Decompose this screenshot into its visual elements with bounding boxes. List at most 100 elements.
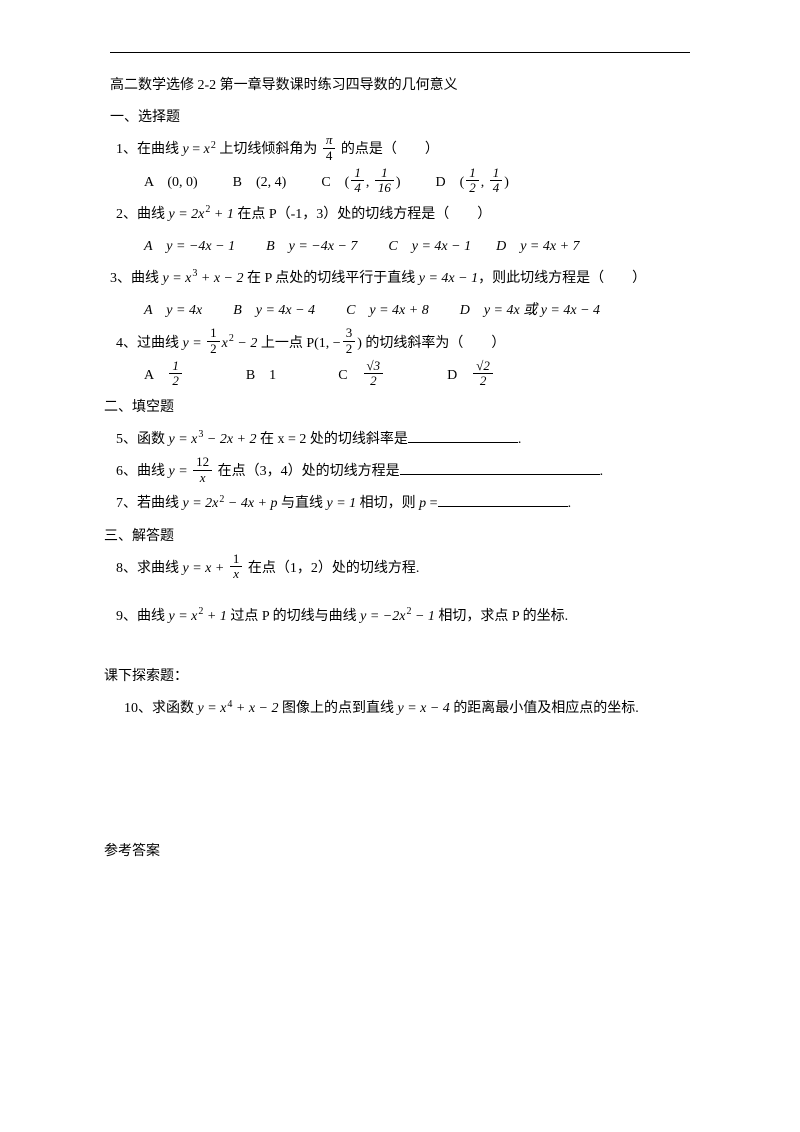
q4-lhs: y = — [183, 336, 206, 351]
q1-frac-num: π — [323, 133, 336, 148]
q9-e2a: y = −2x — [360, 609, 405, 624]
question-5: 5、函数 y = x3 − 2x + 2 在 x = 2 处的切线斜率是. — [116, 424, 690, 456]
q4-opt-b: B 1 — [246, 368, 276, 383]
q4-x: x — [222, 336, 228, 351]
section-3-heading: 三、解答题 — [104, 521, 690, 553]
header-rule — [110, 52, 690, 53]
q7-prefix: 7、若曲线 — [116, 496, 183, 511]
answers-heading: 参考答案 — [104, 836, 690, 868]
q4-c-n: √3 — [364, 359, 384, 374]
q1-c-d2: 16 — [375, 181, 394, 195]
q10-eqn: y = x4 + x − 2 — [198, 701, 279, 716]
q1-opt-b: B (2, 4) — [233, 175, 287, 190]
q1-x: x — [204, 142, 210, 157]
q9-prefix: 9、曲线 — [116, 609, 169, 624]
q2-opt-c: C y = 4x − 1 — [388, 239, 471, 254]
q2-eqn: y = 2x2 + 1 — [169, 207, 234, 222]
q10-prefix: 10、求函数 — [124, 701, 198, 716]
q4-opt-c: C √32 — [338, 368, 385, 383]
q4-c-head: C — [338, 368, 361, 383]
q3-opt-c: C y = 4x + 8 — [346, 303, 429, 318]
q1-c-n2: 1 — [375, 166, 394, 181]
q6-fd: x — [193, 471, 212, 485]
q3-eqn: y = x3 + x − 2 — [163, 271, 244, 286]
q7-mid2: 相切，则 — [356, 496, 419, 511]
blank-line[interactable] — [438, 492, 568, 507]
q10-line: y = x − 4 — [397, 701, 449, 716]
q5-period: . — [518, 432, 522, 447]
q10-eqn-a: y = x — [198, 701, 227, 716]
q7-line: y = 1 — [326, 496, 356, 511]
q3-eqn-b: + x − 2 — [197, 271, 243, 286]
q1-c-d1: 4 — [351, 181, 364, 195]
section-4-heading: 课下探索题： — [104, 661, 690, 693]
q1-c-comma: , — [366, 175, 373, 190]
q1-suffix: 的点是（ ） — [337, 142, 439, 157]
question-8: 8、求曲线 y = x + 1x 在点（1，2）处的切线方程. — [116, 553, 690, 585]
q2-eqn-b: + 1 — [210, 207, 233, 222]
question-4: 4、过曲线 y = 12x2 − 2 上一点 P(1, −32) 的切线斜率为（… — [116, 328, 690, 360]
q4-opt-a: A 12 — [144, 368, 184, 383]
q4-d-d: 2 — [473, 374, 493, 388]
q1-d-head: D ( — [436, 175, 465, 190]
q10-mid1: 图像上的点到直线 — [278, 701, 397, 716]
q6-period: . — [600, 464, 604, 479]
section-2-heading: 二、填空题 — [104, 392, 690, 424]
q4-f1n: 1 — [207, 326, 220, 341]
q6-eqn: y = 12x — [169, 464, 215, 479]
q1-prefix: 1、在曲线 — [116, 142, 183, 157]
spacer — [110, 585, 690, 601]
q1-d-tail: ) — [504, 175, 509, 190]
question-3-options: A y = 4x B y = 4x − 4 C y = 4x + 8 D y =… — [144, 295, 690, 327]
q4-c-d: 2 — [364, 374, 384, 388]
question-10: 10、求函数 y = x4 + x − 2 图像上的点到直线 y = x − 4… — [124, 693, 690, 725]
q4-d-n: √2 — [473, 359, 493, 374]
q1-d-d2: 4 — [490, 181, 503, 195]
question-1-options: A (0, 0) B (2, 4) C (14, 116) D (12, 14) — [144, 167, 690, 199]
q2-prefix: 2、曲线 — [116, 207, 169, 222]
q1-d-n1: 1 — [466, 166, 479, 181]
q4-a-d: 2 — [169, 374, 182, 388]
q9-e1b: + 1 — [203, 609, 226, 624]
section-1-heading: 一、选择题 — [110, 102, 690, 134]
q6-fn: 12 — [193, 455, 212, 470]
question-9: 9、曲线 y = x2 + 1 过点 P 的切线与曲线 y = −2x2 − 1… — [116, 601, 690, 633]
q4-eqn: y = 12x2 − 2 — [183, 336, 258, 351]
q1-mid: 上切线倾斜角为 — [216, 142, 321, 157]
q3-opt-a: A y = 4x — [144, 303, 202, 318]
q5-prefix: 5、函数 — [116, 432, 169, 447]
q7-eqn-a: y = 2x — [183, 496, 219, 511]
q8-prefix: 8、求曲线 — [116, 561, 183, 576]
q1-opt-d: D (12, 14) — [436, 175, 509, 190]
q4-prefix: 4、过曲线 — [116, 336, 183, 351]
q8-fd: x — [230, 567, 243, 581]
q7-eqn: y = 2x2 − 4x + p — [183, 496, 278, 511]
question-3: 3、曲线 y = x3 + x − 2 在 P 点处的切线平行于直线 y = 4… — [110, 263, 690, 295]
q7-eqn-b: − 4x + p — [224, 496, 277, 511]
q3-eqn-a: y = x — [163, 271, 192, 286]
spacer — [110, 633, 690, 661]
q4-r: − 2 — [234, 336, 257, 351]
q6-prefix: 6、曲线 — [116, 464, 169, 479]
q4-f2d: 2 — [343, 342, 356, 356]
q1-opt-a: A (0, 0) — [144, 175, 198, 190]
q5-eqn-b: − 2x + 2 — [203, 432, 256, 447]
q6-mid: 在点（3，4）处的切线方程是 — [214, 464, 400, 479]
q4-a-n: 1 — [169, 359, 182, 374]
blank-line[interactable] — [400, 460, 600, 475]
q8-eqn: y = x + 1x — [183, 561, 245, 576]
q2-eqn-a: y = 2x — [169, 207, 205, 222]
q10-mid2: 的距离最小值及相应点的坐标. — [450, 701, 639, 716]
q3-mid2: ，则此切线方程是（ ） — [478, 271, 646, 286]
q4-d-head: D — [447, 368, 471, 383]
blank-line[interactable] — [408, 428, 518, 443]
q7-period: . — [568, 496, 572, 511]
question-2-options: A y = −4x − 1 B y = −4x − 7 C y = 4x − 1… — [144, 231, 690, 263]
q9-eqn2: y = −2x2 − 1 — [360, 609, 435, 624]
q1-d-d1: 2 — [466, 181, 479, 195]
q3-mid1: 在 P 点处的切线平行于直线 — [243, 271, 418, 286]
q5-eqn-a: y = x — [169, 432, 198, 447]
q4-mid1: 上一点 P(1, − — [257, 336, 340, 351]
q4-a-head: A — [144, 368, 167, 383]
q1-curve: y = x2 — [183, 142, 216, 157]
